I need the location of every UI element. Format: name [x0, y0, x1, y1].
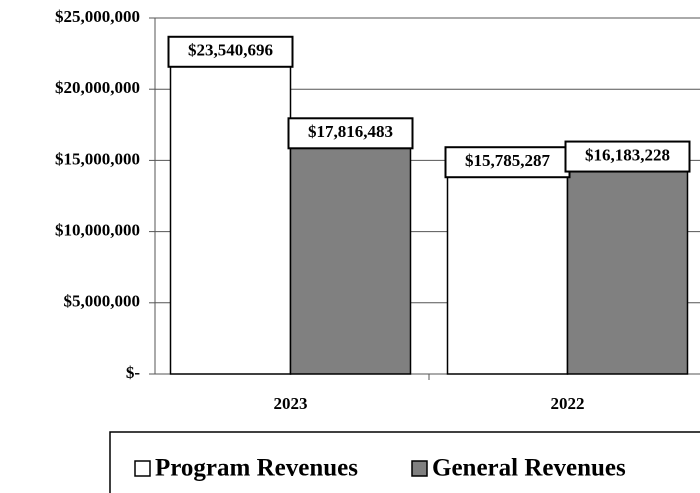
value-label-box	[287, 117, 414, 150]
legend-label: Program Revenues	[155, 455, 358, 482]
bar	[169, 38, 292, 375]
legend-swatch	[134, 460, 151, 477]
value-label: $23,540,696	[188, 41, 273, 60]
bar	[566, 142, 689, 375]
y-tick-label: $5,000,000	[64, 292, 141, 311]
y-tick-label: $25,000,000	[55, 7, 140, 26]
y-tick-label: $15,000,000	[55, 149, 140, 168]
value-label-box	[564, 140, 691, 173]
y-tick-label: $-	[126, 363, 141, 382]
bar	[446, 148, 569, 375]
y-tick-label: $20,000,000	[55, 78, 140, 97]
legend-box	[109, 431, 700, 493]
bar	[289, 119, 412, 375]
y-tick-label: $10,000,000	[55, 221, 140, 240]
legend-swatch	[411, 460, 428, 477]
value-label-box	[167, 35, 294, 68]
value-label: $17,816,483	[308, 122, 393, 141]
legend-label: General Revenues	[432, 455, 626, 482]
value-label-box	[444, 146, 571, 179]
x-tick-label: 2022	[551, 394, 585, 413]
x-tick-label: 2023	[274, 394, 308, 413]
value-label: $16,183,228	[585, 145, 670, 164]
value-label: $15,785,287	[465, 151, 551, 170]
